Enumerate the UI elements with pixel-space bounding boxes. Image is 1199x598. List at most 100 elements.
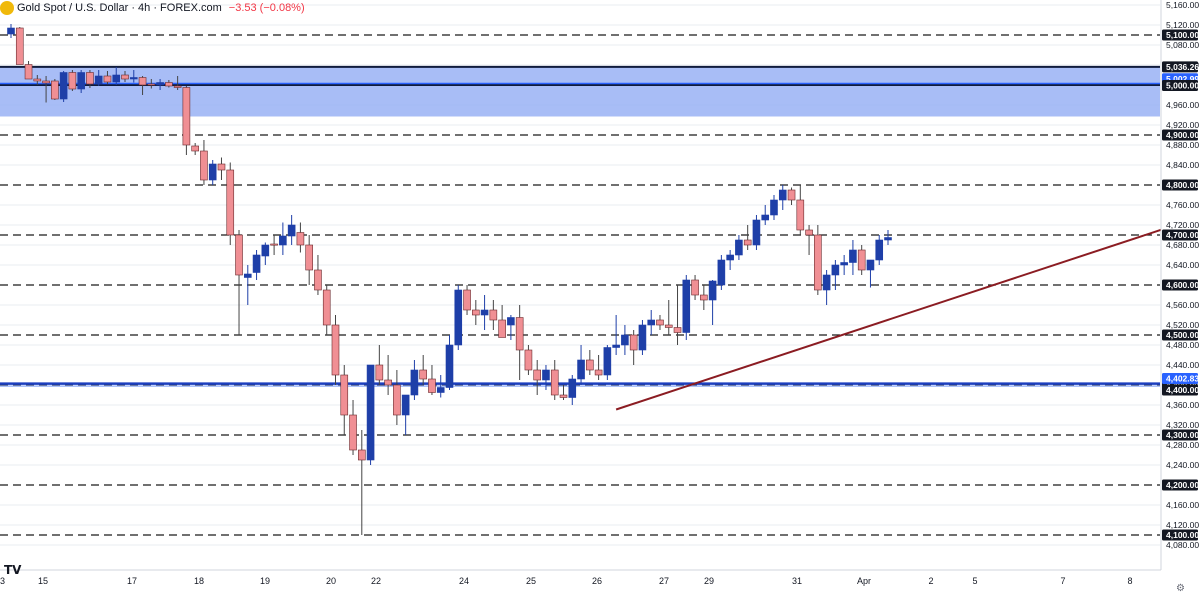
price-change: −3.53 (−0.08%) [228,2,305,14]
candle-body [182,87,191,146]
time-tick-label: 15 [38,576,48,586]
candle [322,285,331,335]
support-price-label: 4,402.83 [1162,373,1199,384]
candle-body [603,347,612,376]
candle [287,215,296,245]
tradingview-logo[interactable]: TV [4,563,22,577]
candle [638,320,647,355]
price-label-text: 4,500.00 [1166,330,1199,340]
candle [296,222,305,253]
candle [428,365,436,395]
price-label-bg [1162,129,1198,141]
candle [375,345,384,385]
price-tick-label: 5,160.00 [1166,0,1199,10]
candle [419,355,427,385]
candle-body [787,189,796,201]
level-price-label: 5,100.00 [1162,29,1199,41]
candle-body [226,169,235,236]
zone-5000-price-label: 5,000.00 [1162,80,1199,91]
candle [743,225,752,250]
candle-body [156,82,164,86]
candle [770,195,778,220]
candle-body [340,374,349,416]
price-tick-label: 4,440.00 [1166,360,1199,370]
candle [305,235,313,285]
candle [515,305,524,380]
candle-body [612,344,620,348]
level-price-label: 4,100.00 [1162,529,1199,541]
candle [849,240,857,275]
candle [129,70,138,83]
candle-body [682,279,691,333]
candle [752,215,761,250]
candle-body [305,244,313,271]
time-tick-label: 22 [371,576,381,586]
candle [822,270,831,305]
price-label-bg [1162,384,1198,396]
candle-body [778,189,787,201]
price-axis [1161,0,1199,598]
candle-body [51,80,59,100]
candle-body [796,199,805,231]
candle [261,242,270,265]
symbol-title[interactable]: Gold Spot / U.S. Dollar · 4h · FOREX.com [17,2,222,14]
candle-body [270,243,278,246]
price-label-bg [1162,61,1198,73]
candle-body [498,319,506,338]
candle-body [138,77,147,86]
candle [454,285,463,350]
candle [208,160,217,185]
candle [173,76,182,90]
candle [761,205,770,225]
candle [840,255,848,275]
price-tick-label: 4,280.00 [1166,440,1199,450]
price-label-text: 4,402.83 [1166,374,1199,384]
candle [700,285,708,310]
candle [103,71,112,84]
candle [94,70,103,86]
candle [550,360,559,400]
time-tick-label: 29 [704,576,714,586]
price-label-text: 4,800.00 [1166,180,1199,190]
candle-body [480,309,489,316]
candle [366,364,375,465]
candle [252,250,261,280]
time-tick-label: 24 [459,576,469,586]
candle-body [393,384,401,416]
candle [656,315,664,330]
candle [533,360,542,395]
candle-body [384,379,392,386]
level-price-label: 4,200.00 [1162,479,1199,491]
candle-body [296,232,305,246]
candle-body [673,327,682,333]
candle [629,330,638,365]
price-tick-label: 4,760.00 [1166,200,1199,210]
candle [401,394,410,435]
candle [217,157,226,180]
time-tick-label: 19 [260,576,270,586]
candle [472,300,480,325]
candle [436,375,445,398]
candle-body [252,254,261,273]
price-label-bg [1162,229,1198,241]
time-tick-label: 8 [1127,576,1132,586]
candle [33,75,42,85]
time-tick-label: 2 [928,576,933,586]
candle [875,235,884,265]
time-tick-label: 26 [592,576,602,586]
candle-body [86,72,94,85]
candle-body [814,234,822,291]
candle [814,225,822,295]
time-tick-label: 31 [792,576,802,586]
candle [349,400,357,455]
price-tick-label: 4,720.00 [1166,220,1199,230]
candle-body [559,394,568,398]
gear-icon[interactable]: ⚙ [1176,583,1185,594]
price-tick-label: 4,160.00 [1166,500,1199,510]
candle-body [235,234,243,276]
candle-body [463,289,471,311]
price-label-text: 5,100.00 [1166,30,1199,40]
candle-body [656,319,664,326]
